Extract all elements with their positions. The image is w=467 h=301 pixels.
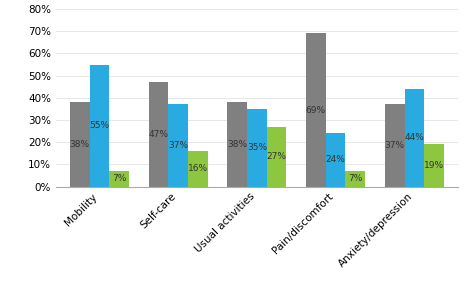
Text: 38%: 38%	[70, 140, 90, 149]
Bar	[404, 89, 424, 187]
Bar	[90, 64, 109, 187]
Text: 35%: 35%	[247, 143, 267, 152]
Bar	[267, 127, 286, 187]
Text: 19%: 19%	[424, 161, 444, 170]
Bar	[326, 133, 346, 187]
Text: 27%: 27%	[267, 152, 287, 161]
Text: 69%: 69%	[306, 106, 326, 115]
Text: 55%: 55%	[89, 121, 109, 130]
Bar	[188, 151, 208, 187]
Bar	[109, 171, 129, 187]
Bar	[306, 33, 326, 187]
Bar	[149, 82, 168, 187]
Bar	[168, 104, 188, 187]
Text: 37%: 37%	[168, 141, 188, 150]
Text: 24%: 24%	[325, 156, 346, 164]
Text: 7%: 7%	[348, 174, 362, 183]
Bar	[424, 144, 444, 187]
Text: 7%: 7%	[112, 174, 126, 183]
Text: 47%: 47%	[149, 130, 169, 139]
Bar	[385, 104, 404, 187]
Bar	[247, 109, 267, 187]
Text: 37%: 37%	[385, 141, 405, 150]
Bar	[227, 102, 247, 187]
Text: 38%: 38%	[227, 140, 247, 149]
Bar	[346, 171, 365, 187]
Text: 16%: 16%	[188, 164, 208, 173]
Text: 44%: 44%	[404, 133, 425, 142]
Bar	[70, 102, 90, 187]
